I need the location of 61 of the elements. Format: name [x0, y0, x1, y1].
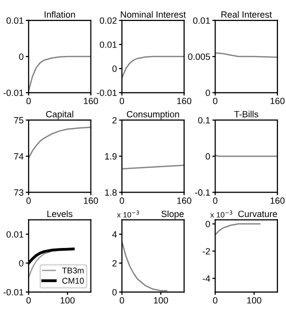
y-tick-label: 75: [14, 117, 24, 124]
y-tick-label: 2: [112, 260, 117, 266]
y-tick-label: -2: [202, 248, 210, 254]
y-tick-label: 4: [112, 231, 117, 238]
chart-title: Slope: [161, 210, 184, 219]
y-tick-label: 0.02: [100, 17, 117, 24]
x-tick-label: 160: [177, 98, 192, 104]
y-tick-label: 0.1: [198, 117, 210, 124]
y-tick-label: 0.005: [188, 53, 210, 60]
y-tick-label: 1.9: [105, 153, 117, 160]
y-tick-label: 0: [206, 153, 210, 160]
x-tick-label: 100: [247, 297, 262, 304]
chart-title: Inflation: [44, 11, 75, 18]
y-tick-label: -4: [202, 275, 210, 282]
x-tick-label: 0: [120, 197, 124, 204]
x-tick-label: 0: [213, 197, 218, 204]
y-tick-label: -0.01: [4, 90, 24, 96]
y-tick-label: 0: [206, 90, 210, 96]
y-tick-label: 0: [112, 66, 117, 72]
x-tick-label: 160: [84, 197, 98, 204]
chart-title: Nominal Interest: [120, 11, 186, 18]
y-tick-label: 0.01: [193, 17, 210, 24]
x-tick-label: 0: [26, 98, 31, 104]
y-tick-label: 0.01: [100, 41, 117, 48]
x-tick-label: 160: [270, 197, 285, 204]
y-tick-label: 0: [19, 260, 24, 266]
legend-label: CM10: [62, 278, 84, 284]
line-series: [215, 223, 261, 236]
y-tick-label: 2: [112, 117, 117, 124]
y-tick-label: 0: [206, 220, 210, 228]
chart-title: Capital: [46, 110, 74, 120]
chart-title: Curvature: [238, 210, 278, 218]
y-tick-label: -0.01: [4, 288, 24, 296]
legend-label: TB3m: [62, 268, 84, 274]
y-tick-label: 74: [14, 153, 24, 160]
y-tick-label: -0.1: [195, 189, 210, 196]
y-tick-label: 73: [14, 189, 24, 196]
x-tick-label: 0: [120, 98, 124, 104]
chart-title: T-Bills: [234, 110, 258, 118]
y-tick-label: 0: [19, 53, 24, 60]
x-tick-label: 100: [60, 297, 75, 304]
x-tick-label: 0: [120, 297, 124, 304]
x-tick-label: 0: [26, 297, 31, 304]
y-tick-label: 0.01: [6, 231, 24, 238]
line-series: [122, 56, 184, 79]
chart-title: Real Interest: [221, 11, 272, 18]
chart-title: Consumption: [126, 110, 180, 120]
line-series: [122, 240, 168, 292]
y-tick-label: 1.8: [105, 189, 117, 196]
x-tick-label: 0: [213, 98, 218, 104]
y-tick-label: 0.01: [6, 17, 24, 24]
chart-title: Levels: [47, 210, 72, 218]
x-tick-label: 160: [270, 98, 285, 104]
x-tick-label: 0: [26, 197, 31, 204]
x-tick-label: 160: [177, 197, 192, 204]
x-tick-label: 0: [213, 297, 218, 304]
x-tick-label: 160: [84, 98, 98, 104]
x-tick-label: 100: [154, 297, 168, 304]
y-tick-label: -0.01: [96, 90, 117, 96]
line-series: [28, 126, 91, 159]
y-tick-label: 0: [112, 288, 117, 296]
